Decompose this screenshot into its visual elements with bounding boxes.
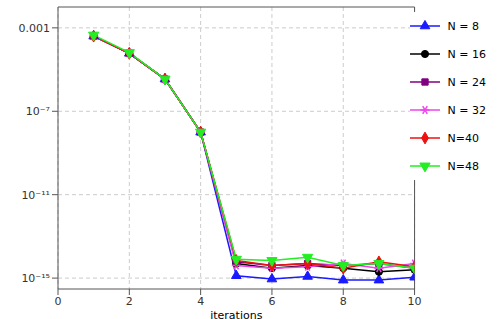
svg-text:4: 4	[197, 295, 204, 308]
html-text:N = 32: N = 32	[447, 103, 486, 117]
svg-text:8: 8	[340, 295, 347, 308]
html-text:N = 16: N = 16	[447, 47, 486, 61]
svg-text:2: 2	[126, 295, 133, 308]
svg-text:0: 0	[55, 295, 62, 308]
svg-text:10⁻¹¹: 10⁻¹¹	[21, 189, 50, 202]
html-text:N = 8: N = 8	[447, 19, 479, 33]
html-text:N=40: N=40	[447, 131, 479, 145]
html-text:N=48: N=48	[447, 159, 479, 173]
svg-text:iterations: iterations	[210, 309, 262, 319]
svg-text:0.001: 0.001	[19, 22, 51, 35]
svg-text:10⁻⁷: 10⁻⁷	[26, 105, 50, 118]
html-text:N = 24: N = 24	[447, 75, 486, 89]
svg-text:6: 6	[268, 295, 275, 308]
svg-text:10⁻¹⁵: 10⁻¹⁵	[21, 272, 50, 285]
svg-text:10: 10	[408, 295, 422, 308]
